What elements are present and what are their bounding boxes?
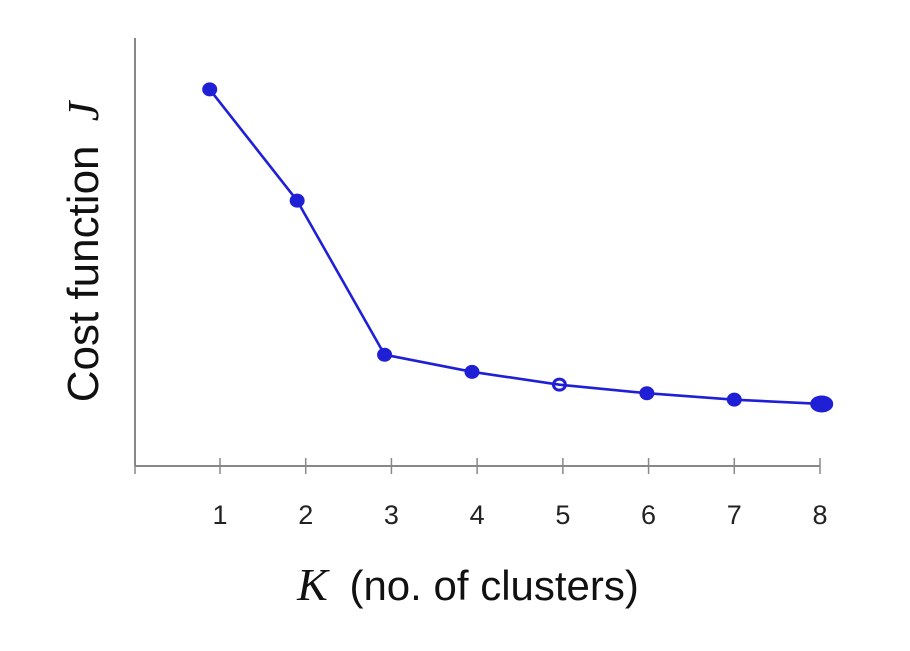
data-point-k7 <box>726 392 742 407</box>
x-axis-label-text: (no. of clusters) <box>349 562 638 609</box>
data-point-k3 <box>377 347 393 362</box>
x-tick-labels: 1 2 3 4 5 6 7 8 <box>212 500 827 530</box>
x-tick-label-2: 2 <box>298 500 313 530</box>
x-tick-label-4: 4 <box>470 500 485 530</box>
data-point-k4 <box>464 364 480 379</box>
data-point-k2 <box>289 193 305 208</box>
x-tick-label-1: 1 <box>212 500 227 530</box>
x-tick-label-8: 8 <box>812 500 827 530</box>
x-axis-label-symbol: K <box>296 559 330 610</box>
x-tick-label-5: 5 <box>555 500 570 530</box>
series-layer <box>202 82 834 413</box>
series-line-0 <box>208 88 823 406</box>
x-axis-label: K (no. of clusters) <box>296 559 639 610</box>
y-axis-label-text: Cost function <box>59 145 108 402</box>
data-point-k1 <box>202 82 218 97</box>
data-point-k6 <box>639 386 655 401</box>
x-tick-label-3: 3 <box>384 500 399 530</box>
x-tick-label-6: 6 <box>641 500 656 530</box>
x-tick-label-7: 7 <box>727 500 742 530</box>
data-point-k8 <box>810 395 834 413</box>
data-point-k5 <box>551 377 567 392</box>
y-axis-label-symbol: J <box>59 99 108 121</box>
y-axis-label: Cost function J <box>59 99 108 402</box>
x-ticks <box>134 458 821 474</box>
